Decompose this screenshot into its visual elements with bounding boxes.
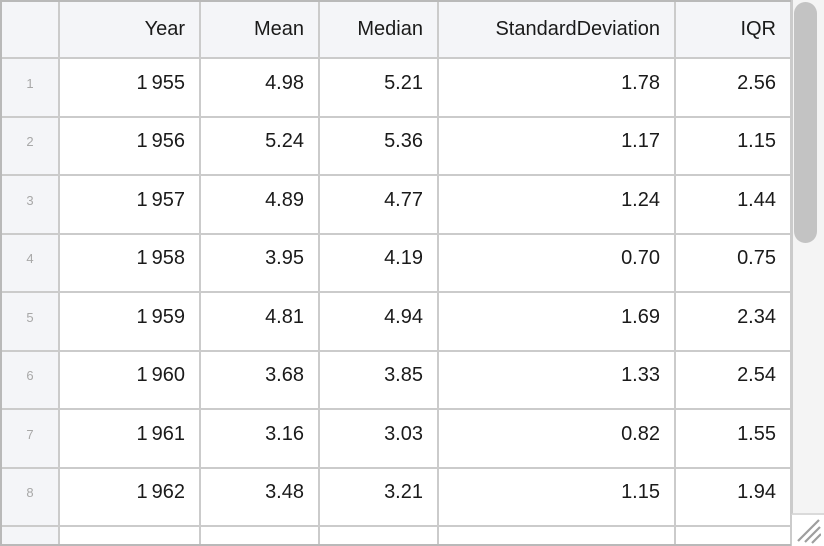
cell-mean: 4.89: [200, 175, 320, 235]
cell-standarddeviation: 0.70: [438, 233, 676, 293]
cell-iqr: 1.15: [675, 116, 792, 176]
scrollbar-thumb[interactable]: [794, 2, 817, 243]
cell-year: 1 961: [59, 409, 201, 469]
col-header-median: Median: [319, 2, 439, 59]
row-number: 5: [2, 292, 60, 352]
table-row: 8 1 962 3.48 3.21 1.15 1.94: [2, 467, 792, 527]
cell-median: [319, 526, 439, 546]
cell-standarddeviation: 1.69: [438, 292, 676, 352]
cell-year: 1 956: [59, 116, 201, 176]
table-body: 1 1 955 4.98 5.21 1.78 2.56 2 1 956 5.24…: [2, 58, 792, 546]
cell-median: 4.19: [319, 233, 439, 293]
cell-mean: 3.48: [200, 467, 320, 527]
row-number: [2, 526, 60, 546]
cell-iqr: [675, 526, 792, 546]
cell-iqr: 0.75: [675, 233, 792, 293]
col-header-iqr: IQR: [675, 2, 792, 59]
frame-border-left: [0, 0, 2, 546]
cell-median: 5.21: [319, 58, 439, 118]
cell-median: 5.36: [319, 116, 439, 176]
table-row: 1 1 955 4.98 5.21 1.78 2.56: [2, 58, 792, 118]
cell-iqr: 1.94: [675, 467, 792, 527]
cell-standarddeviation: 1.78: [438, 58, 676, 118]
cell-standarddeviation: 1.17: [438, 116, 676, 176]
cell-year: 1 957: [59, 175, 201, 235]
data-table: Year Mean Median StandardDeviation IQR 1…: [2, 2, 792, 546]
cell-median: 4.94: [319, 292, 439, 352]
cell-standarddeviation: 1.15: [438, 467, 676, 527]
cell-iqr: 2.54: [675, 350, 792, 410]
cell-median: 3.03: [319, 409, 439, 469]
cell-standarddeviation: 1.33: [438, 350, 676, 410]
cell-year: 1 960: [59, 350, 201, 410]
cell-mean: 4.98: [200, 58, 320, 118]
table-row: 3 1 957 4.89 4.77 1.24 1.44: [2, 175, 792, 235]
table-row: 7 1 961 3.16 3.03 0.82 1.55: [2, 409, 792, 469]
cell-median: 4.77: [319, 175, 439, 235]
row-number: 8: [2, 467, 60, 527]
cell-mean: 3.95: [200, 233, 320, 293]
cell-mean: [200, 526, 320, 546]
col-header-standarddeviation: StandardDeviation: [438, 2, 676, 59]
cell-year: [59, 526, 201, 546]
cell-median: 3.21: [319, 467, 439, 527]
cell-mean: 5.24: [200, 116, 320, 176]
cell-iqr: 1.55: [675, 409, 792, 469]
cell-mean: 3.16: [200, 409, 320, 469]
cell-mean: 4.81: [200, 292, 320, 352]
partial-row: [2, 526, 792, 546]
corner-cell: [2, 2, 60, 59]
cell-mean: 3.68: [200, 350, 320, 410]
vertical-scrollbar[interactable]: [791, 0, 824, 515]
cell-year: 1 959: [59, 292, 201, 352]
row-number: 7: [2, 409, 60, 469]
cell-year: 1 958: [59, 233, 201, 293]
row-number: 3: [2, 175, 60, 235]
table-row: 5 1 959 4.81 4.94 1.69 2.34: [2, 292, 792, 352]
table-row: 2 1 956 5.24 5.36 1.17 1.15: [2, 116, 792, 176]
cell-year: 1 955: [59, 58, 201, 118]
frame-border-bottom: [0, 544, 791, 546]
table-row: 4 1 958 3.95 4.19 0.70 0.75: [2, 233, 792, 293]
cell-median: 3.85: [319, 350, 439, 410]
col-header-year: Year: [59, 2, 201, 59]
cell-iqr: 2.34: [675, 292, 792, 352]
row-number: 1: [2, 58, 60, 118]
cell-standarddeviation: 1.24: [438, 175, 676, 235]
row-number: 2: [2, 116, 60, 176]
cell-iqr: 1.44: [675, 175, 792, 235]
frame-border-top: [0, 0, 791, 2]
table-row: 6 1 960 3.68 3.85 1.33 2.54: [2, 350, 792, 410]
cell-standarddeviation: [438, 526, 676, 546]
resize-grip-icon: [797, 519, 821, 544]
col-header-mean: Mean: [200, 2, 320, 59]
row-number: 4: [2, 233, 60, 293]
header-row: Year Mean Median StandardDeviation IQR: [2, 2, 792, 59]
cell-standarddeviation: 0.82: [438, 409, 676, 469]
cell-iqr: 2.56: [675, 58, 792, 118]
cell-year: 1 962: [59, 467, 201, 527]
resize-grip[interactable]: [793, 515, 824, 546]
row-number: 6: [2, 350, 60, 410]
